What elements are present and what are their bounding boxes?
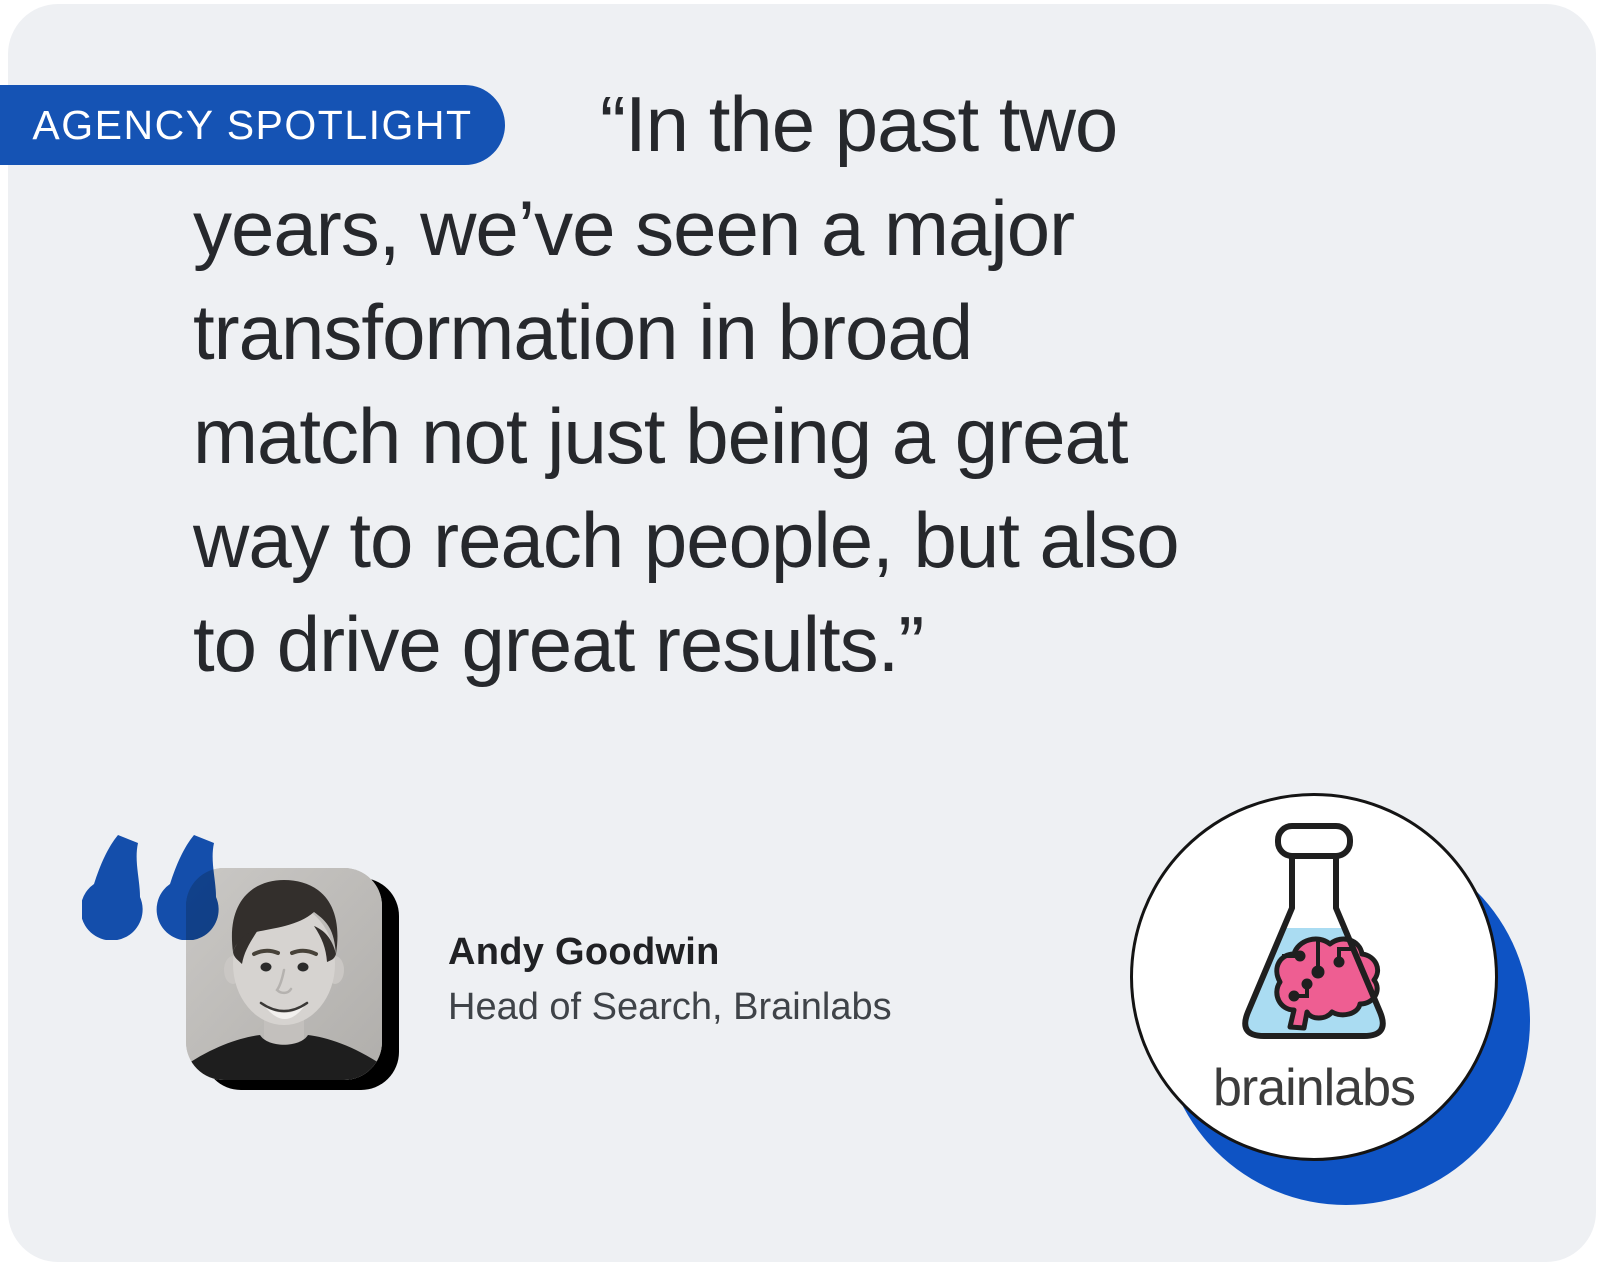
quote-icon	[82, 835, 219, 940]
attribution-name: Andy Goodwin	[448, 931, 720, 973]
brain-icon	[1274, 936, 1380, 1031]
agency-spotlight-badge: AGENCY SPOTLIGHT	[0, 85, 505, 165]
badge-label: AGENCY SPOTLIGHT	[32, 101, 473, 148]
flask-icon	[1242, 823, 1386, 1039]
brainlabs-wordmark: brainlabs	[1212, 1059, 1416, 1117]
attribution-title: Head of Search, Brainlabs	[448, 986, 892, 1028]
quote-line: transformation in broad	[193, 288, 973, 376]
quote-line: “In the past two	[600, 80, 1118, 168]
quote-line: years, we’ve seen a major	[193, 184, 1075, 272]
quote-line: way to reach people, but also	[193, 496, 1180, 584]
headshot-illustration	[186, 868, 382, 1080]
quote-text: “In the past two years, we’ve seen a maj…	[193, 72, 1453, 696]
portrait-photo	[186, 868, 382, 1080]
quote-line: match not just being a great	[193, 392, 1129, 480]
quote-line: to drive great results.”	[193, 600, 924, 688]
